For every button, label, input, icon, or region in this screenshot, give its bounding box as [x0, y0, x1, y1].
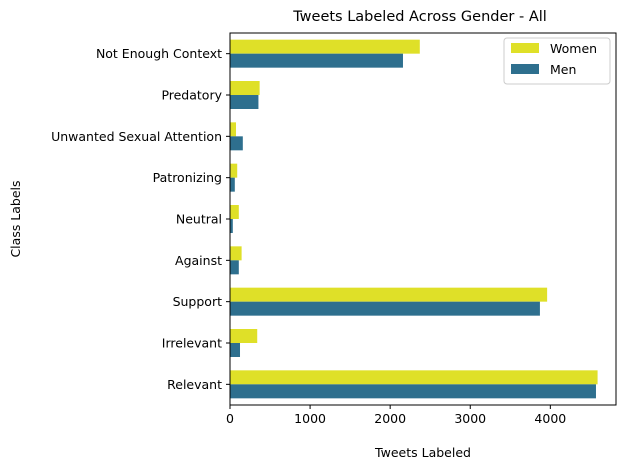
- y-tick-label: Against: [175, 253, 222, 268]
- y-tick-label: Relevant: [167, 377, 222, 392]
- bar-women: [230, 205, 239, 219]
- x-tick-label: 1000: [294, 411, 326, 426]
- plot-area: Not Enough Context Predatory Unwanted Sexu…: [51, 39, 598, 426]
- bar-women: [230, 39, 420, 54]
- x-tick-label: 2000: [374, 411, 406, 426]
- bar-women: [230, 163, 238, 178]
- plot-frame: [229, 32, 617, 406]
- bar-women: [230, 246, 242, 261]
- bar-women: [230, 81, 260, 95]
- bar-men: [230, 301, 540, 316]
- bar-men: [230, 219, 233, 233]
- legend-swatch-men: [511, 64, 539, 74]
- x-tick-label: 0: [226, 411, 234, 426]
- y-tick-label: Patronizing: [153, 170, 222, 185]
- bar-men: [230, 343, 241, 357]
- y-tick-label: Support: [173, 294, 223, 309]
- bar-men: [230, 260, 239, 275]
- legend: Women Men: [503, 37, 611, 85]
- bar-women: [230, 287, 548, 302]
- bar-men: [230, 95, 259, 109]
- bar-men: [230, 177, 235, 192]
- x-tick-label: 4000: [534, 411, 566, 426]
- y-tick-label: Irrelevant: [162, 336, 222, 351]
- y-tick-label: Unwanted Sexual Attention: [51, 129, 222, 144]
- bar-women: [230, 122, 237, 137]
- x-axis-label: Tweets Labeled: [374, 445, 471, 460]
- bar-men: [230, 384, 596, 399]
- y-axis-label: Class Labels: [8, 180, 23, 257]
- legend-label-women: Women: [550, 41, 597, 56]
- y-tick-label: Predatory: [161, 88, 222, 103]
- bar-men: [230, 136, 243, 151]
- legend-label-men: Men: [550, 62, 576, 77]
- chart-title: Tweets Labeled Across Gender - All: [292, 9, 547, 25]
- x-tick-label: 3000: [454, 411, 486, 426]
- bar-men: [230, 53, 403, 68]
- y-tick-label: Neutral: [176, 212, 222, 227]
- bar-women: [230, 370, 598, 385]
- bar-women: [230, 329, 258, 343]
- y-tick-label: Not Enough Context: [96, 46, 222, 61]
- legend-swatch-women: [511, 43, 539, 53]
